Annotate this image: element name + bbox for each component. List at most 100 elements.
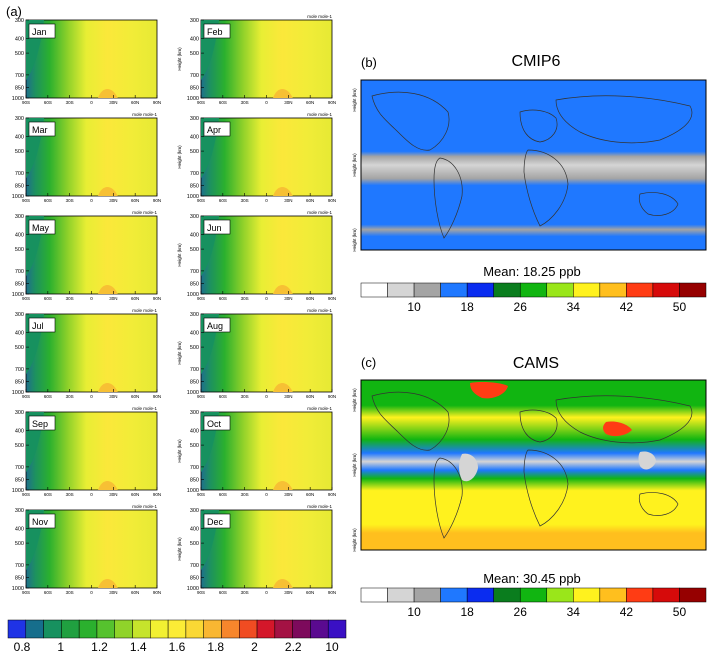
colorbar-box bbox=[185, 619, 204, 639]
month-panel: Jun mole mole-1 300 400 500 700 850 1000 Height … bbox=[177, 210, 336, 301]
xtick-label: 60N bbox=[306, 296, 314, 301]
map-side-labels: Height (km) Height (km) Height (km) bbox=[352, 88, 357, 252]
units-label: mole mole-1 bbox=[307, 112, 332, 117]
map-frame bbox=[360, 379, 707, 551]
month-panel: Aug mole mole-1 300 400 500 700 850 1000 Height … bbox=[177, 308, 336, 399]
ytick-label: 1000 bbox=[187, 292, 199, 298]
month-label: Oct bbox=[207, 419, 222, 429]
month-label-box bbox=[28, 317, 56, 333]
ytick-label: 850 bbox=[190, 281, 199, 287]
month-label: Apr bbox=[207, 125, 221, 135]
xtick-label: 60S bbox=[219, 296, 227, 301]
ylabel: Height (km) bbox=[177, 47, 182, 71]
month-label-box bbox=[28, 219, 56, 235]
colorbar-box bbox=[599, 282, 627, 298]
ylabel: Height (km) bbox=[177, 341, 182, 365]
units-label: mole mole-1 bbox=[132, 308, 157, 313]
month-label-box bbox=[28, 415, 56, 431]
ytick-label: 1000 bbox=[12, 488, 24, 494]
surface-high-region bbox=[273, 187, 293, 196]
map-ylabel: Height (km) bbox=[352, 388, 357, 412]
xtick-label: 30N bbox=[109, 296, 117, 301]
ytick-label: 400 bbox=[190, 37, 199, 43]
xtick-label: 60S bbox=[44, 100, 52, 105]
ytick-label: 700 bbox=[15, 465, 24, 471]
colorbar-tick-label: 1.2 bbox=[91, 640, 108, 654]
colorbar-box bbox=[573, 282, 601, 298]
month-label: Aug bbox=[207, 321, 223, 331]
ytick-label: 1000 bbox=[187, 96, 199, 102]
ytick-label: 400 bbox=[190, 331, 199, 337]
map-title: CMIP6 bbox=[512, 53, 561, 70]
ytick-label: 700 bbox=[15, 269, 24, 275]
ytick-label: 700 bbox=[15, 171, 24, 177]
map-panel-cams: (c) CAMS Mean: 30.45 ppb 10 18 26 34 42 50 bbox=[360, 355, 707, 619]
colorbar-tick-label: 1.4 bbox=[130, 640, 147, 654]
units-label: mole mole-1 bbox=[307, 308, 332, 313]
xtick-label: 30S bbox=[241, 590, 249, 595]
surface-high-region bbox=[98, 187, 118, 196]
colorbar-box bbox=[360, 282, 388, 298]
mean-text: Mean: 18.25 ppb bbox=[483, 264, 581, 279]
ytick-label: 300 bbox=[190, 214, 199, 220]
xtick-label: 30N bbox=[284, 296, 292, 301]
ylabel: Height (km) bbox=[177, 537, 182, 561]
xtick-label: 30N bbox=[284, 394, 292, 399]
xtick-label: 30S bbox=[241, 492, 249, 497]
map-side-labels: Height (km) Height (km) Height (km) bbox=[352, 388, 357, 552]
xtick-label: 60S bbox=[44, 198, 52, 203]
ytick-label: 500 bbox=[15, 345, 24, 351]
units-label: mole mole-1 bbox=[307, 406, 332, 411]
ytick-label: 500 bbox=[15, 51, 24, 57]
xtick-label: 60N bbox=[306, 100, 314, 105]
colorbar-tick-label: 18 bbox=[460, 605, 474, 619]
colorbar-box bbox=[679, 587, 707, 603]
ytick-label: 500 bbox=[190, 51, 199, 57]
ylabel: Height (km) bbox=[177, 145, 182, 169]
month-panel: Feb mole mole-1 300 400 500 700 850 1000 Height … bbox=[177, 14, 336, 105]
colorbar-box bbox=[493, 282, 521, 298]
xtick-label: 30N bbox=[109, 394, 117, 399]
ytick-label: 1000 bbox=[187, 390, 199, 396]
xtick-label: 60N bbox=[131, 590, 139, 595]
xtick-label: 90N bbox=[153, 296, 161, 301]
ylabel: Height (km) bbox=[177, 439, 182, 463]
ytick-label: 1000 bbox=[187, 586, 199, 592]
surface-high-region bbox=[273, 579, 293, 588]
month-label-box bbox=[203, 23, 231, 39]
ytick-label: 1000 bbox=[12, 96, 24, 102]
colorbar-tick-label: 1.8 bbox=[207, 640, 224, 654]
xtick-label: 30N bbox=[284, 100, 292, 105]
continent-outlines bbox=[371, 391, 693, 539]
ytick-label: 1000 bbox=[12, 194, 24, 200]
ytick-label: 300 bbox=[15, 18, 24, 24]
colorbar-tick-label: 1.6 bbox=[169, 640, 186, 654]
colorbar-box bbox=[652, 587, 680, 603]
month-label-box bbox=[203, 121, 231, 137]
xtick-label: 60S bbox=[219, 100, 227, 105]
units-label: mole mole-1 bbox=[307, 210, 332, 215]
month-panel: Oct mole mole-1 300 400 500 700 850 1000 Height … bbox=[177, 406, 336, 497]
colorbar-tick-label: 0.8 bbox=[14, 640, 31, 654]
colorbar-tick-label: 10 bbox=[407, 605, 421, 619]
colorbar-box bbox=[387, 587, 415, 603]
month-label: May bbox=[32, 223, 50, 233]
xtick-label: 60S bbox=[219, 492, 227, 497]
xtick-label: 0 bbox=[90, 394, 93, 399]
ytick-label: 300 bbox=[15, 410, 24, 416]
colorbar-box bbox=[466, 282, 494, 298]
xtick-label: 30S bbox=[66, 492, 74, 497]
month-label: Jan bbox=[32, 27, 47, 37]
xtick-label: 90S bbox=[197, 394, 205, 399]
ytick-label: 1000 bbox=[12, 292, 24, 298]
colorbar-box bbox=[167, 619, 187, 639]
ytick-label: 300 bbox=[190, 508, 199, 514]
xtick-label: 90S bbox=[22, 198, 30, 203]
xtick-label: 90S bbox=[22, 100, 30, 105]
xtick-label: 0 bbox=[265, 492, 268, 497]
colorbar-tick-label: 18 bbox=[460, 300, 474, 314]
ytick-label: 850 bbox=[15, 85, 24, 91]
xtick-label: 90S bbox=[197, 492, 205, 497]
colorbar-box bbox=[221, 619, 240, 639]
